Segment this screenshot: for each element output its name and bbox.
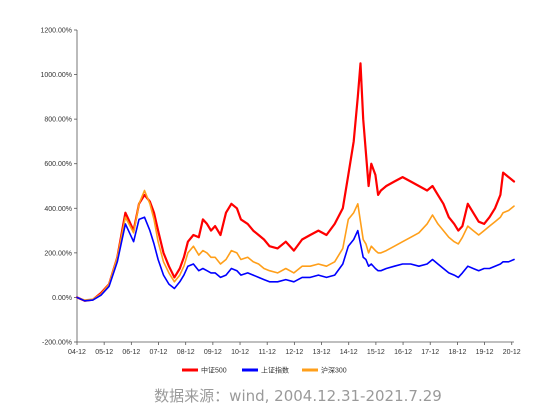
axes: -200.00% 0.00% 200.00% 400.00% 600.00% 800.00… (40, 28, 520, 357)
x-tick-label: 09-12 (204, 349, 222, 356)
y-tick-label: 800.00% (44, 117, 72, 124)
y-tick-label: 600.00% (44, 161, 72, 168)
x-tick-label: 07-12 (150, 349, 168, 356)
x-tick-label: 05-12 (95, 349, 113, 356)
x-tick-label: 19-12 (476, 349, 494, 356)
x-tick-label: 15-12 (367, 349, 385, 356)
x-tick-label: 14-12 (340, 349, 358, 356)
x-tick-label: 13-12 (313, 349, 331, 356)
x-tick-label: 12-12 (285, 349, 303, 356)
x-tick-label: 20-12 (503, 349, 521, 356)
x-tick-label: 10-12 (231, 349, 249, 356)
series-line-csi500 (75, 62, 516, 302)
x-tick-label: 08-12 (177, 349, 195, 356)
x-tick-label: 17-12 (421, 349, 439, 356)
y-tick-label: 1000.00% (40, 72, 72, 79)
series-line-sse-composite (76, 216, 515, 302)
x-tick-label: 04-12 (68, 349, 86, 356)
y-tick-label: 0.00% (52, 295, 72, 302)
legend-label: 上证指数 (261, 366, 289, 375)
x-tick-label: 18-12 (448, 349, 466, 356)
y-tick-label: 200.00% (44, 250, 72, 257)
series-line-csi300 (76, 189, 515, 301)
legend-label: 中证500 (201, 366, 227, 375)
legend: 中证500 上证指数 沪深300 (182, 366, 347, 375)
y-tick-label: 1200.00% (40, 28, 72, 35)
data-source-note: 数据来源：wind, 2004.12.31-2021.7.29 (154, 387, 442, 405)
x-tick-label: 16-12 (394, 349, 412, 356)
legend-label: 沪深300 (321, 366, 347, 375)
x-tick-label: 11-12 (259, 349, 276, 356)
series-lines (75, 62, 516, 302)
x-tick-label: 06-12 (122, 349, 140, 356)
y-tick-label: 400.00% (44, 206, 72, 213)
y-tick-label: -200.00% (42, 340, 72, 347)
